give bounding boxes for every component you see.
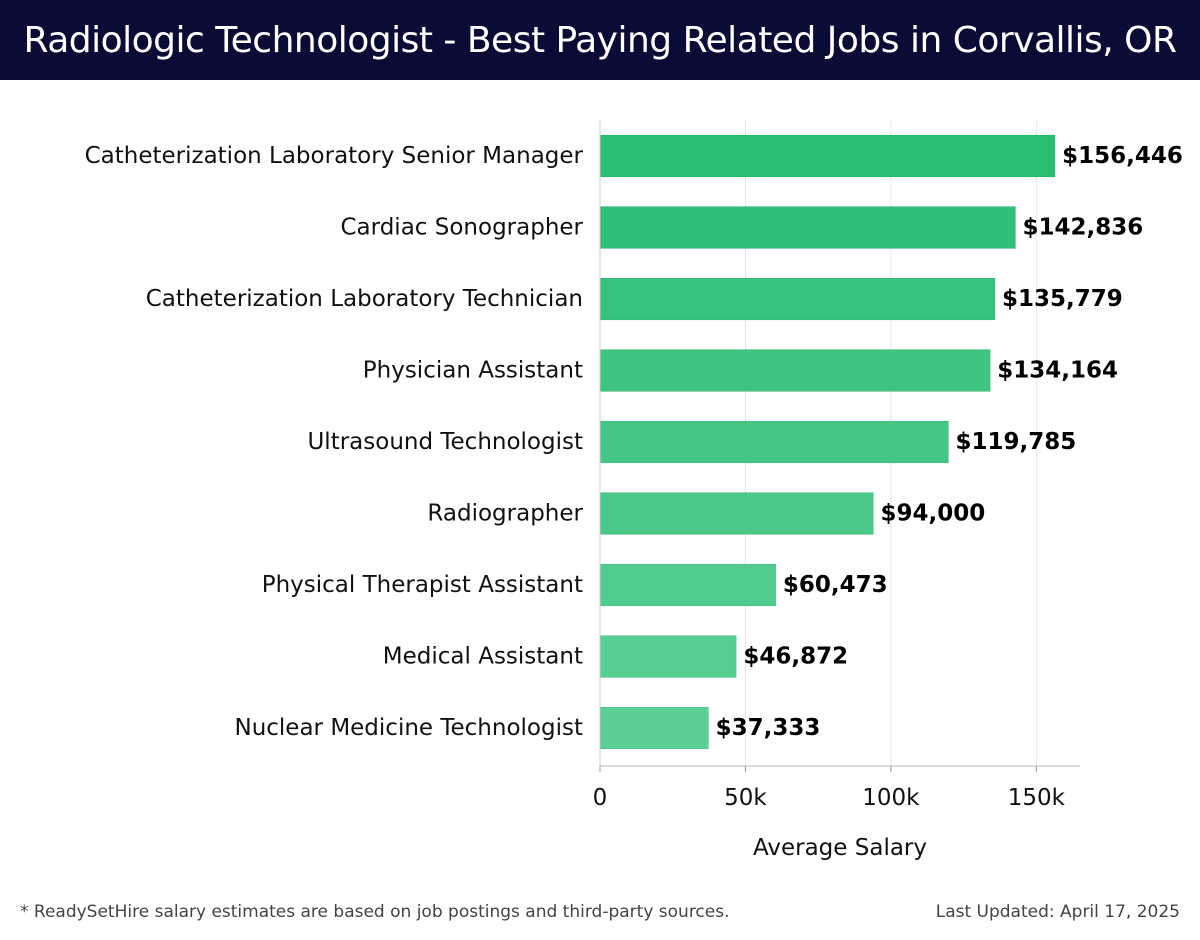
footnote: * ReadySetHire salary estimates are base… (20, 902, 730, 922)
category-label: Medical Assistant (383, 644, 583, 670)
bar (599, 206, 1017, 249)
value-label: $94,000 (880, 501, 985, 527)
bar (599, 492, 874, 535)
x-tick-label: 50k (724, 785, 767, 811)
category-label: Catheterization Laboratory Senior Manage… (85, 143, 584, 169)
bar (599, 635, 737, 678)
bar (599, 134, 1056, 178)
value-label: $46,872 (743, 644, 848, 670)
salary-bar-chart: Catheterization Laboratory Senior Manage… (85, 120, 1183, 861)
category-label: Physical Therapist Assistant (262, 572, 583, 598)
bar (599, 706, 710, 750)
value-label: $60,473 (783, 572, 888, 598)
category-label: Catheterization Laboratory Technician (146, 286, 583, 312)
page-title: Radiologic Technologist - Best Paying Re… (23, 19, 1177, 61)
x-tick-label: 0 (593, 785, 608, 811)
category-label: Radiographer (427, 501, 583, 527)
bar (599, 349, 991, 392)
bar (599, 563, 777, 607)
bar (599, 420, 949, 464)
x-axis-title: Average Salary (753, 835, 927, 861)
category-label: Cardiac Sonographer (341, 215, 584, 241)
value-label: $119,785 (955, 429, 1076, 455)
category-label: Physician Assistant (363, 358, 583, 384)
value-label: $134,164 (997, 358, 1118, 384)
category-label: Nuclear Medicine Technologist (234, 715, 583, 741)
category-label: Ultrasound Technologist (307, 429, 583, 455)
value-label: $37,333 (716, 715, 821, 741)
x-tick-label: 150k (1008, 785, 1066, 811)
value-label: $135,779 (1002, 286, 1123, 312)
x-tick-label: 100k (862, 785, 920, 811)
last-updated: Last Updated: April 17, 2025 (935, 902, 1180, 922)
bar (599, 277, 996, 321)
header-bar: Radiologic Technologist - Best Paying Re… (0, 0, 1200, 80)
value-label: $142,836 (1023, 215, 1144, 241)
value-label: $156,446 (1062, 143, 1183, 169)
